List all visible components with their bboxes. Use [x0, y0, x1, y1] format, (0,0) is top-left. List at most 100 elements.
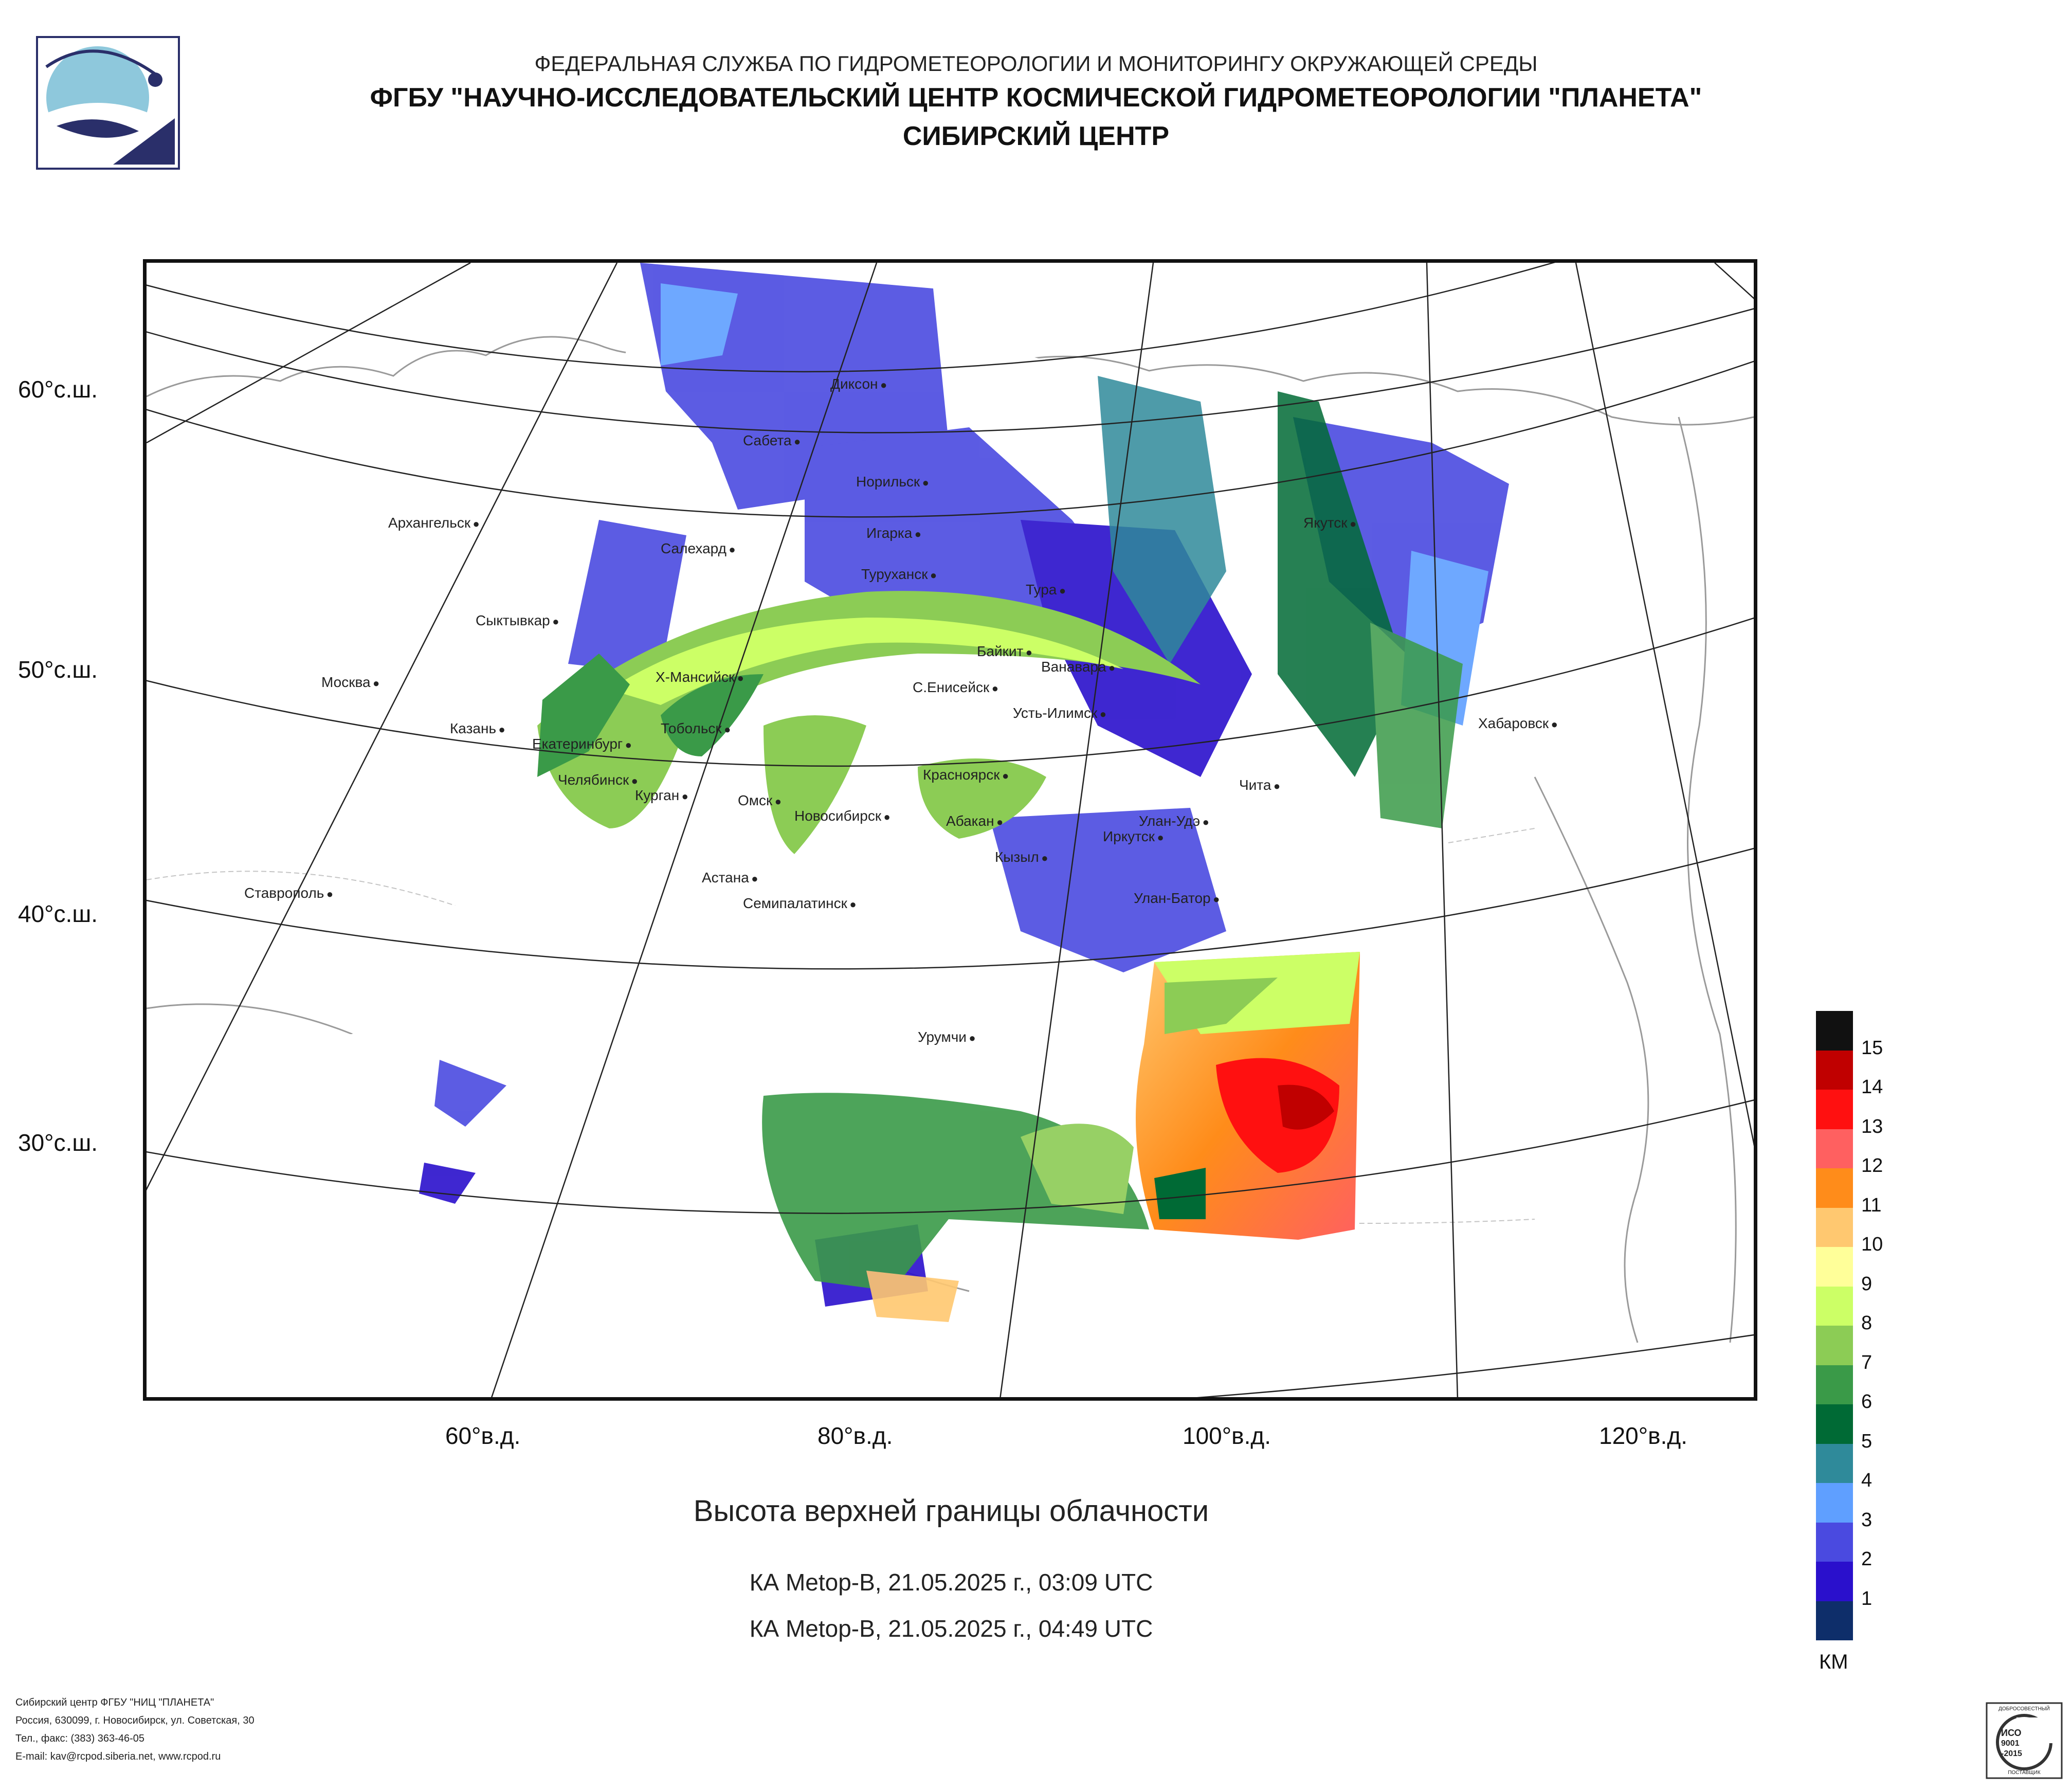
legend-label: 13	[1861, 1115, 1883, 1137]
city-label: Х-Мансийск ●	[656, 669, 744, 685]
city-label: Усть-Илимск ●	[1013, 705, 1107, 721]
city-label: Хабаровск ●	[1478, 715, 1558, 731]
city-label: С.Енисейск ●	[913, 679, 998, 695]
cloud-top-height-map: Диксон ● Сабета ● Норильск ● Игарка ● Ар…	[143, 259, 1757, 1401]
city-label: Якутск ●	[1303, 515, 1357, 531]
legend-swatch	[1816, 1562, 1853, 1601]
legend-swatch	[1816, 1090, 1853, 1129]
city-label: Кызыл ●	[995, 849, 1048, 865]
lat-label-50: 50°с.ш.	[18, 656, 98, 683]
city-label: Омск ●	[738, 792, 782, 808]
city-label: Москва ●	[321, 674, 380, 690]
planeta-logo	[36, 36, 180, 170]
lon-label-80: 80°в.д.	[817, 1422, 893, 1449]
city-label: Улан-Удэ ●	[1139, 813, 1209, 829]
legend-swatch	[1816, 1365, 1853, 1404]
city-label: Улан-Батор ●	[1134, 890, 1220, 906]
city-label: Челябинск ●	[558, 772, 638, 788]
low-clouds	[419, 263, 1509, 1307]
city-label: Красноярск ●	[923, 767, 1009, 783]
lon-label-60: 60°в.д.	[445, 1422, 521, 1449]
city-label: Салехард ●	[661, 540, 736, 556]
city-label: Астана ●	[702, 870, 758, 885]
city-label: Диксон ●	[830, 376, 887, 392]
legend-swatch	[1816, 1129, 1853, 1168]
city-label: Иркутск ●	[1103, 828, 1164, 844]
mid-clouds-east	[1098, 376, 1463, 828]
legend-swatch	[1816, 1326, 1853, 1365]
legend-label: 8	[1861, 1312, 1873, 1334]
footer-line-3: Тел., факс: (383) 363-46-05	[15, 1733, 144, 1744]
city-label: Урумчи ●	[918, 1029, 976, 1045]
lat-label-30: 30°с.ш.	[18, 1129, 98, 1156]
product-title: Высота верхней границы облачности	[693, 1494, 1209, 1528]
legend-swatch	[1816, 1443, 1853, 1483]
legend-swatch	[1816, 1168, 1853, 1208]
cert-top: ДОБРОСОВЕСТНЫЙ	[1998, 1706, 2050, 1712]
city-label: Новосибирск ●	[794, 808, 890, 824]
legend-label: 5	[1861, 1430, 1873, 1452]
center-title: СИБИРСКИЙ ЦЕНТР	[902, 121, 1170, 151]
cert-mid2: 9001	[2001, 1739, 2020, 1748]
legend-label: 4	[1861, 1470, 1873, 1491]
city-label: Байкит ●	[977, 643, 1033, 659]
footer-line-1: Сибирский центр ФГБУ "НИЦ "ПЛАНЕТА"	[15, 1697, 214, 1708]
city-label: Чита ●	[1239, 777, 1281, 793]
legend-swatch	[1816, 1286, 1853, 1326]
legend-label: 7	[1861, 1351, 1873, 1373]
frontal-band	[537, 591, 1201, 854]
institute-title: ФГБУ "НАУЧНО-ИССЛЕДОВАТЕЛЬСКИЙ ЦЕНТР КОС…	[370, 83, 1702, 113]
legend-label: 1	[1861, 1587, 1873, 1609]
cert-bottom: ПОСТАВЩИК	[2008, 1770, 2041, 1776]
legend-swatch	[1816, 1011, 1853, 1051]
city-label: Ставрополь ●	[244, 885, 334, 901]
legend-label: 12	[1861, 1155, 1883, 1177]
legend-swatch	[1816, 1050, 1853, 1090]
legend-label: 3	[1861, 1509, 1873, 1531]
pass-2: КА Metop-B, 21.05.2025 г., 04:49 UTC	[749, 1615, 1153, 1642]
legend-label: 6	[1861, 1391, 1873, 1413]
city-label: Курган ●	[635, 787, 688, 803]
lat-label-40: 40°с.ш.	[18, 900, 98, 927]
city-label: Туруханск ●	[861, 566, 937, 582]
city-label: Сыктывкар ●	[476, 612, 559, 628]
city-label: Абакан ●	[946, 813, 1004, 829]
iso-certificate-badge: ДОБРОСОВЕСТНЫЙ ИСО 9001 -2015 ПОСТАВЩИК	[1986, 1702, 2063, 1779]
legend-swatch	[1816, 1483, 1853, 1523]
lat-label-60: 60°с.ш.	[18, 376, 98, 403]
legend-swatch	[1816, 1207, 1853, 1247]
legend-label: 2	[1861, 1548, 1873, 1570]
city-label: Игарка ●	[866, 525, 922, 541]
legend-swatch	[1816, 1522, 1853, 1562]
agency-title: ФЕДЕРАЛЬНАЯ СЛУЖБА ПО ГИДРОМЕТЕОРОЛОГИИ …	[534, 51, 1538, 76]
footer-line-4: E-mail: kav@rcpod.siberia.net, www.rcpod…	[15, 1751, 221, 1762]
city-label: Екатеринбург ●	[532, 736, 632, 752]
map-canvas	[147, 263, 1754, 1397]
legend-swatch	[1816, 1404, 1853, 1444]
legend-swatch	[1816, 1601, 1853, 1640]
cert-mid1: ИСО	[2001, 1728, 2022, 1738]
city-label: Семипалатинск ●	[743, 895, 857, 911]
city-label: Архангельск ●	[388, 515, 480, 531]
city-label: Казань ●	[450, 720, 505, 736]
city-label: Ванавара ●	[1041, 659, 1116, 675]
city-label: Тобольск ●	[661, 720, 731, 736]
legend-label: 15	[1861, 1037, 1883, 1059]
city-label: Сабета ●	[743, 432, 801, 448]
color-legend	[1816, 1011, 1853, 1640]
city-label: Норильск ●	[856, 474, 929, 490]
city-label: Тура ●	[1026, 582, 1066, 598]
legend-label: 11	[1861, 1194, 1882, 1216]
footer-line-2: Россия, 630099, г. Новосибирск, ул. Сове…	[15, 1715, 255, 1726]
legend-label: 14	[1861, 1076, 1883, 1098]
legend-unit: КМ	[1819, 1651, 1848, 1673]
graticule	[147, 263, 1754, 1397]
legend-label: 10	[1861, 1234, 1883, 1255]
lon-label-100: 100°в.д.	[1183, 1422, 1271, 1449]
cert-mid3: -2015	[2001, 1749, 2022, 1758]
legend-swatch	[1816, 1247, 1853, 1287]
legend-label: 9	[1861, 1273, 1873, 1295]
south-clouds	[762, 1093, 1149, 1322]
pass-1: КА Metop-B, 21.05.2025 г., 03:09 UTC	[749, 1569, 1153, 1596]
convective-system	[1136, 952, 1360, 1240]
